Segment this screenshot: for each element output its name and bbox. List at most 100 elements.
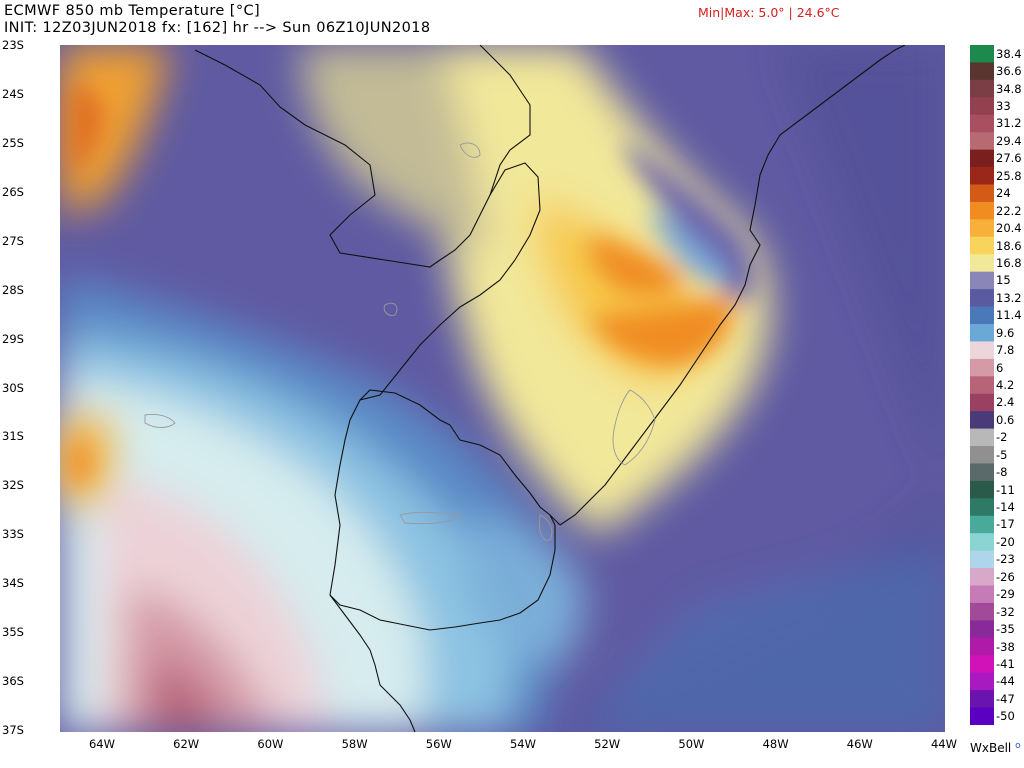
colorbar-segment [970, 446, 994, 464]
colorbar-label: -17 [996, 517, 1015, 532]
lon-label: 46W [846, 737, 873, 751]
lon-label: 60W [257, 737, 284, 751]
colorbar-segment [970, 45, 994, 63]
colorbar-segment [970, 550, 994, 569]
colorbar-label: 11.4 [996, 308, 1022, 323]
lon-label: 56W [425, 737, 452, 751]
colorbar-label: 18.6 [996, 238, 1022, 253]
colorbar-segment [970, 323, 994, 342]
country-boundaries [194, 45, 906, 732]
colorbar [970, 45, 994, 725]
colorbar-label: 6 [996, 360, 1004, 375]
colorbar-segment [970, 358, 994, 377]
colorbar-label: -50 [996, 709, 1015, 724]
colorbar-segment [970, 149, 994, 168]
colorbar-label: 27.6 [996, 151, 1022, 166]
colorbar-segment [970, 602, 994, 621]
lat-label: 23S [2, 38, 24, 52]
colorbar-segment [970, 132, 994, 151]
temperature-map [60, 45, 945, 732]
lat-label: 31S [2, 429, 24, 444]
colorbar-label: 31.2 [996, 116, 1022, 131]
colorbar-label: 7.8 [996, 343, 1015, 358]
lat-label: 30S [2, 380, 24, 395]
colorbar-label: 25.8 [996, 168, 1022, 183]
colorbar-label: -8 [996, 465, 1008, 480]
lat-label: 29S [2, 331, 24, 346]
lon-label: 54W [509, 737, 536, 751]
colorbar-label: 15 [996, 273, 1011, 288]
lat-label: 34S [2, 576, 24, 591]
lat-label: 33S [2, 527, 24, 542]
colorbar-segment [970, 655, 994, 674]
colorbar-label: 22.2 [996, 203, 1022, 218]
init-forecast-time: INIT: 12Z03JUN2018 fx: [162] hr --> Sun … [4, 20, 431, 36]
colorbar-segment [970, 167, 994, 185]
colorbar-segment [970, 376, 994, 395]
min-max-readout: Min|Max: 5.0° | 24.6°C [698, 5, 840, 20]
lat-label: 25S [2, 135, 24, 150]
lat-label: 35S [2, 625, 24, 640]
wxbell-logo: WxBell o [970, 741, 1021, 755]
lat-label: 28S [2, 282, 24, 297]
colorbar-label: -32 [996, 604, 1015, 619]
colorbar-segment [970, 707, 994, 725]
colorbar-label: 33 [996, 99, 1011, 114]
colorbar-segment [970, 341, 994, 360]
colorbar-segment [970, 463, 994, 482]
colorbar-segment [970, 411, 994, 430]
colorbar-segment [970, 97, 994, 116]
lon-label: 44W [930, 737, 957, 751]
colorbar-segment [970, 236, 994, 255]
colorbar-segment [970, 533, 994, 552]
colorbar-label: -2 [996, 430, 1008, 445]
colorbar-segment [970, 690, 994, 709]
colorbar-label: 4.2 [996, 378, 1015, 392]
colorbar-label: -5 [996, 447, 1008, 462]
colorbar-segment [970, 306, 994, 325]
colorbar-label: -26 [996, 569, 1015, 584]
colorbar-segment [970, 620, 994, 639]
colorbar-segment [970, 672, 994, 691]
colorbar-segment [970, 498, 994, 517]
colorbar-label: 36.6 [996, 64, 1022, 79]
colorbar-label: -41 [996, 656, 1015, 671]
colorbar-segment [970, 515, 994, 534]
colorbar-segment [970, 480, 994, 499]
lat-label: 27S [2, 233, 24, 248]
colorbar-segment [970, 114, 994, 133]
colorbar-label: 2.4 [996, 395, 1015, 410]
lon-label: 64W [88, 737, 115, 751]
colorbar-label: 34.8 [996, 81, 1022, 96]
colorbar-label: 13.2 [996, 290, 1022, 305]
colorbar-segment [970, 201, 994, 220]
colorbar-label: 16.8 [996, 255, 1022, 270]
colorbar-label: 20.4 [996, 221, 1022, 236]
colorbar-label: 24 [996, 186, 1011, 201]
colorbar-label: -11 [996, 482, 1015, 497]
colorbar-segment [970, 637, 994, 656]
lon-label: 62W [173, 737, 200, 751]
colorbar-label: -20 [996, 534, 1015, 549]
colorbar-label: 0.6 [996, 412, 1015, 427]
temperature-field [60, 45, 945, 732]
colorbar-segment [970, 585, 994, 604]
lat-label: 37S [2, 723, 24, 738]
colorbar-label: -23 [996, 552, 1015, 567]
lat-label: 32S [2, 478, 24, 493]
colorbar-segment [970, 428, 994, 447]
map-title: ECMWF 850 mb Temperature [°C] [4, 3, 261, 19]
lon-label: 58W [341, 737, 368, 751]
lon-label: 48W [762, 737, 789, 751]
colorbar-label: -44 [996, 674, 1015, 689]
colorbar-label: -14 [996, 500, 1015, 515]
colorbar-label: 9.6 [996, 325, 1015, 340]
colorbar-segment [970, 184, 994, 203]
colorbar-segment [970, 393, 994, 412]
colorbar-segment [970, 271, 994, 290]
lakes [144, 142, 656, 541]
lon-label: 50W [678, 737, 705, 751]
lon-label: 52W [594, 737, 621, 751]
colorbar-segment [970, 219, 994, 238]
colorbar-segment [970, 254, 994, 273]
